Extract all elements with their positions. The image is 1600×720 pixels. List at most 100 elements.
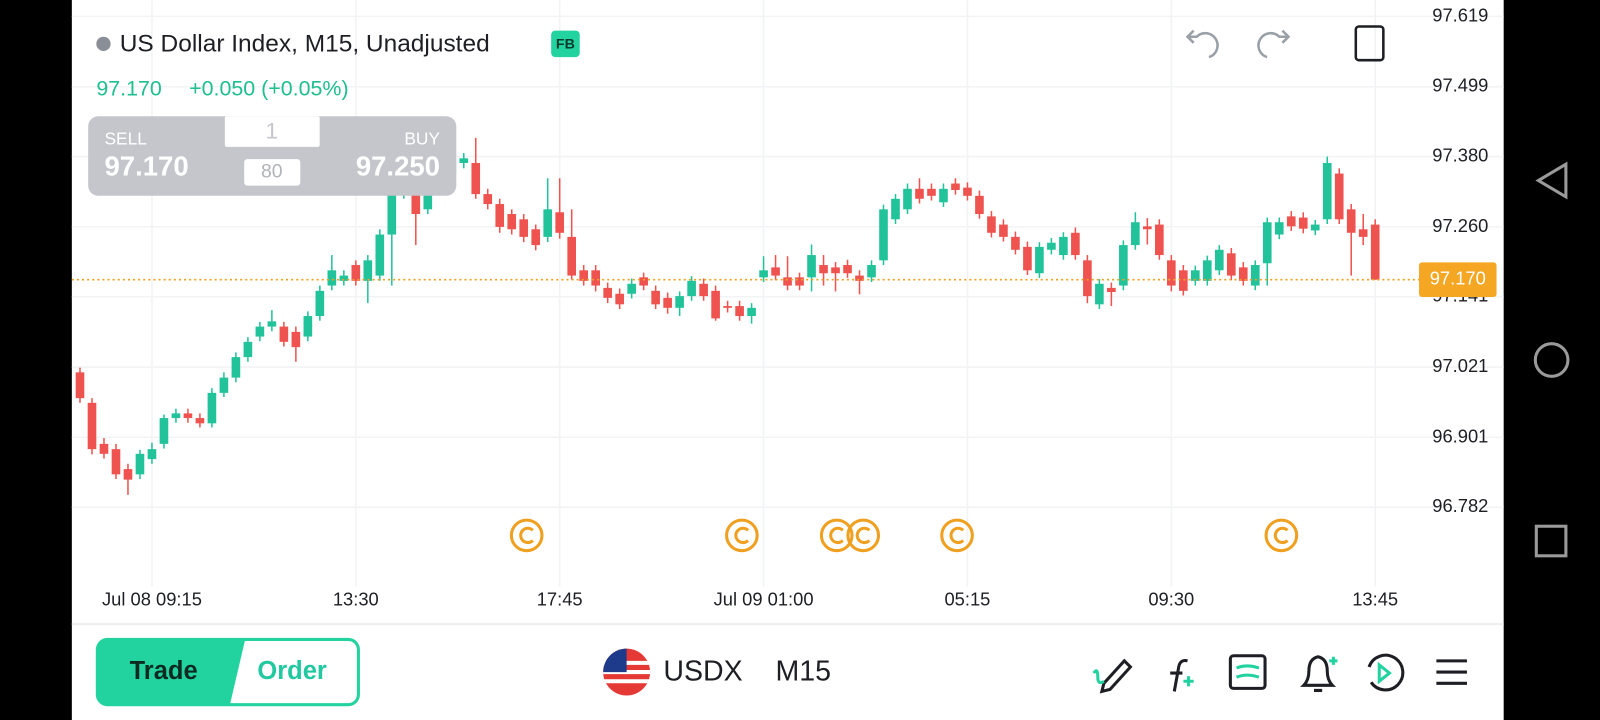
system-nav[interactable] [1533, 161, 1570, 558]
back[interactable] [1535, 161, 1568, 200]
candle-body [1346, 209, 1356, 233]
buy-label[interactable]: BUY [404, 128, 440, 148]
event-marker[interactable] [1264, 518, 1299, 553]
candle-body [1143, 226, 1152, 230]
candle-body [243, 341, 253, 358]
candle-body [927, 188, 936, 196]
symbol[interactable]: USDX [663, 656, 742, 688]
candle-body [111, 449, 121, 475]
candle-body [1262, 222, 1272, 264]
candle-body [603, 287, 612, 298]
sell-label[interactable]: SELL [104, 128, 147, 148]
candle-body [339, 275, 349, 281]
recents[interactable] [1534, 524, 1568, 558]
candle-body [987, 216, 996, 233]
candle-body [855, 275, 864, 281]
x-tick-label: 13:30 [333, 589, 379, 610]
title: US Dollar Index, M15, Unadjusted [120, 30, 490, 57]
candle-body [567, 236, 577, 276]
replay-icon[interactable] [1367, 653, 1405, 692]
candle-body [879, 209, 888, 261]
x-tick-label: Jul 09 01:00 [714, 589, 814, 610]
trade-tab[interactable]: Trade [130, 657, 198, 685]
candle-body [375, 234, 385, 276]
candle-body [687, 280, 696, 297]
quantity[interactable]: 1 [265, 118, 277, 143]
y-tick-label: 97.499 [1432, 75, 1488, 96]
candle-body [75, 372, 85, 399]
chart: 97.61997.49997.38097.26097.14197.02196.9… [71, 0, 1504, 610]
order-tab[interactable]: Order [257, 657, 326, 685]
event-marker[interactable] [509, 518, 544, 553]
quantity-box[interactable] [224, 116, 320, 147]
event-marker[interactable] [846, 518, 881, 553]
layout-button[interactable] [1354, 25, 1385, 62]
candle-body [999, 224, 1008, 237]
candle-body [195, 418, 205, 424]
toolbar-icons[interactable] [1092, 653, 1467, 694]
candle-body [807, 255, 816, 278]
candle-body [795, 277, 804, 286]
home[interactable] [1533, 342, 1570, 378]
candle-body [1179, 270, 1188, 291]
candle-body [291, 331, 301, 348]
candle-body [1059, 236, 1068, 256]
sell-price[interactable]: 97.170 [104, 151, 188, 182]
spread-box [244, 159, 301, 186]
y-tick-label: 97.260 [1432, 215, 1488, 236]
candle-body [1298, 217, 1308, 229]
menu-icon[interactable] [1436, 659, 1467, 685]
candle-body [315, 290, 325, 317]
x-tick-label: Jul 08 09:15 [102, 589, 202, 610]
candle-body [471, 163, 481, 195]
candle-body [771, 267, 780, 276]
candle-body [651, 290, 660, 305]
change: +0.050 (+0.05%) [189, 76, 348, 100]
candle-body [831, 267, 840, 274]
candle-body [579, 270, 589, 281]
candle-body [1119, 245, 1128, 286]
undo[interactable] [1185, 29, 1219, 59]
candle-body [231, 357, 241, 378]
redo[interactable] [1257, 29, 1291, 59]
candle-body [939, 188, 948, 203]
candle-body [1238, 267, 1248, 281]
candle-body [1286, 216, 1296, 227]
event-markers[interactable] [509, 518, 1299, 553]
indicator-icon[interactable] [1170, 659, 1188, 692]
draw-icon[interactable] [1099, 658, 1133, 694]
candle-body [255, 326, 265, 337]
event-marker[interactable] [819, 518, 854, 553]
candle-body [711, 290, 720, 319]
candle-body [699, 283, 708, 297]
candle-body [663, 297, 672, 308]
alert-icon[interactable] [1300, 655, 1337, 692]
event-marker[interactable] [725, 518, 759, 553]
status-dot [96, 36, 111, 51]
candle-body [639, 277, 648, 286]
candle-body [543, 209, 553, 237]
candle-body [279, 326, 289, 342]
candle-body [1310, 224, 1320, 231]
undo-redo[interactable] [1185, 29, 1291, 59]
candle-body [387, 188, 397, 235]
event-marker[interactable] [940, 518, 974, 553]
y-tick-label: 96.782 [1432, 495, 1488, 516]
template-lines [1235, 664, 1260, 679]
candle-body [1202, 260, 1212, 281]
buy-price[interactable]: 97.250 [356, 151, 440, 182]
trade-tab-bg[interactable] [97, 639, 246, 705]
candle-body [783, 277, 792, 286]
candle-body [1370, 224, 1380, 280]
candle-body [1047, 242, 1056, 250]
candle-body [351, 265, 361, 281]
order-panel [88, 116, 457, 196]
timeframe[interactable]: M15 [776, 656, 832, 688]
candle-body [1167, 260, 1176, 286]
template-icon[interactable] [1228, 654, 1267, 690]
candle-body [903, 188, 912, 210]
candle-body [1107, 287, 1116, 293]
draw-accent [1092, 669, 1105, 685]
badge: FB [556, 37, 575, 53]
